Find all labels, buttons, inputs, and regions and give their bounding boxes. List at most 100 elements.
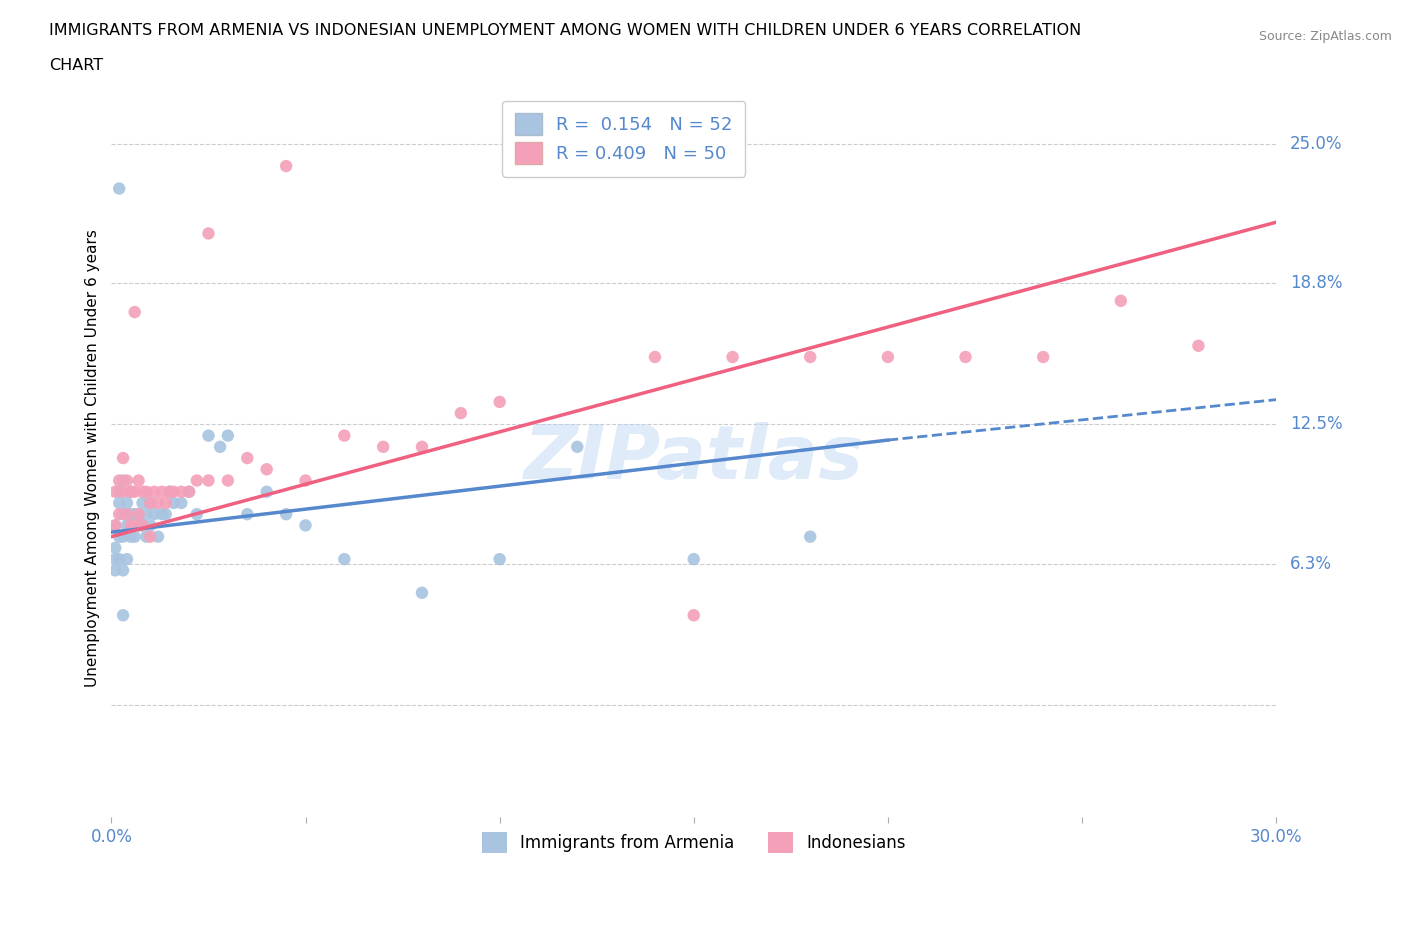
Point — [682, 551, 704, 566]
Point — [217, 473, 239, 488]
Point — [112, 485, 135, 499]
Text: 6.3%: 6.3% — [1291, 554, 1331, 573]
Point — [104, 551, 127, 566]
Point — [115, 518, 138, 533]
Point — [131, 518, 153, 533]
Point — [294, 473, 316, 488]
Point — [170, 496, 193, 511]
Point — [274, 507, 297, 522]
Point — [131, 485, 153, 499]
Point — [120, 485, 142, 499]
Text: 18.8%: 18.8% — [1291, 273, 1343, 292]
Point — [186, 473, 208, 488]
Point — [155, 496, 177, 511]
Point — [104, 518, 127, 533]
Point — [876, 350, 898, 365]
Point — [104, 563, 127, 578]
Point — [799, 529, 821, 544]
Legend: Immigrants from Armenia, Indonesians: Immigrants from Armenia, Indonesians — [475, 826, 912, 859]
Point — [146, 496, 169, 511]
Text: Source: ZipAtlas.com: Source: ZipAtlas.com — [1258, 30, 1392, 43]
Point — [108, 181, 131, 196]
Point — [124, 305, 146, 320]
Point — [124, 529, 146, 544]
Point — [124, 507, 146, 522]
Point — [108, 551, 131, 566]
Point — [333, 551, 356, 566]
Point — [112, 529, 135, 544]
Point — [112, 507, 135, 522]
Point — [108, 485, 131, 499]
Point — [197, 226, 219, 241]
Point — [108, 473, 131, 488]
Point — [186, 507, 208, 522]
Point — [108, 496, 131, 511]
Text: CHART: CHART — [49, 58, 103, 73]
Y-axis label: Unemployment Among Women with Children Under 6 years: Unemployment Among Women with Children U… — [86, 229, 100, 687]
Point — [150, 485, 173, 499]
Point — [197, 473, 219, 488]
Point — [236, 507, 259, 522]
Point — [120, 518, 142, 533]
Point — [155, 507, 177, 522]
Point — [411, 585, 433, 600]
Text: IMMIGRANTS FROM ARMENIA VS INDONESIAN UNEMPLOYMENT AMONG WOMEN WITH CHILDREN UND: IMMIGRANTS FROM ARMENIA VS INDONESIAN UN… — [49, 23, 1081, 38]
Point — [124, 485, 146, 499]
Point — [143, 507, 166, 522]
Point — [256, 462, 278, 477]
Text: ZIPatlas: ZIPatlas — [524, 421, 863, 495]
Point — [115, 473, 138, 488]
Point — [143, 485, 166, 499]
Point — [236, 451, 259, 466]
Point — [159, 485, 181, 499]
Point — [488, 394, 510, 409]
Point — [112, 451, 135, 466]
Point — [131, 518, 153, 533]
Text: 12.5%: 12.5% — [1291, 416, 1343, 433]
Point — [217, 428, 239, 443]
Point — [104, 540, 127, 555]
Point — [159, 485, 181, 499]
Point — [131, 496, 153, 511]
Point — [1032, 350, 1054, 365]
Point — [139, 496, 162, 511]
Point — [135, 529, 157, 544]
Point — [112, 608, 135, 623]
Point — [721, 350, 744, 365]
Point — [256, 485, 278, 499]
Point — [177, 485, 200, 499]
Point — [197, 428, 219, 443]
Point — [177, 485, 200, 499]
Point — [373, 439, 395, 454]
Point — [799, 350, 821, 365]
Point — [112, 563, 135, 578]
Point — [104, 485, 127, 499]
Point — [120, 485, 142, 499]
Point — [128, 518, 150, 533]
Point — [108, 529, 131, 544]
Point — [128, 507, 150, 522]
Point — [488, 551, 510, 566]
Point — [135, 485, 157, 499]
Point — [955, 350, 977, 365]
Point — [644, 350, 666, 365]
Point — [128, 473, 150, 488]
Point — [333, 428, 356, 443]
Point — [115, 496, 138, 511]
Point — [139, 529, 162, 544]
Point — [411, 439, 433, 454]
Point — [209, 439, 232, 454]
Point — [274, 159, 297, 174]
Point — [139, 496, 162, 511]
Point — [1187, 339, 1209, 353]
Point — [170, 485, 193, 499]
Point — [112, 473, 135, 488]
Point — [146, 529, 169, 544]
Text: 25.0%: 25.0% — [1291, 135, 1343, 153]
Point — [108, 507, 131, 522]
Point — [682, 608, 704, 623]
Point — [115, 551, 138, 566]
Point — [139, 518, 162, 533]
Point — [162, 496, 184, 511]
Point — [567, 439, 589, 454]
